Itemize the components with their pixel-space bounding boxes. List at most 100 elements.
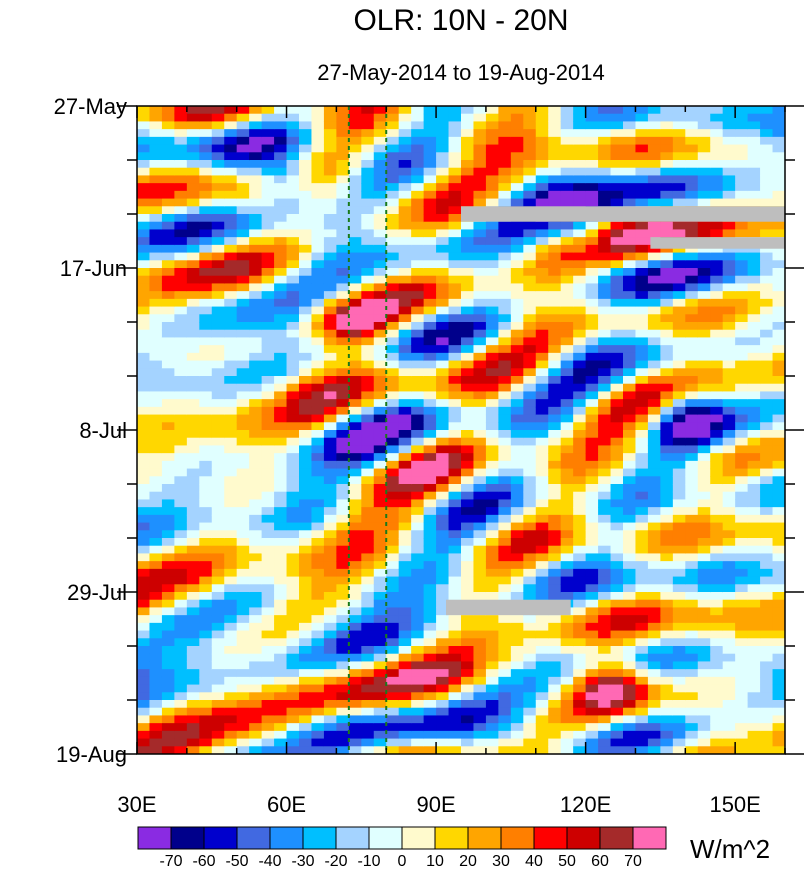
heatmap-cell bbox=[610, 291, 624, 300]
heatmap-cell bbox=[560, 244, 574, 254]
heatmap-cell bbox=[598, 553, 612, 562]
heatmap-cell bbox=[436, 468, 450, 477]
heatmap-cell bbox=[448, 306, 462, 315]
heatmap-cell bbox=[610, 414, 624, 423]
heatmap-cell bbox=[523, 661, 537, 670]
heatmap-cell bbox=[697, 275, 711, 285]
heatmap-cell bbox=[411, 345, 425, 354]
heatmap-cell bbox=[174, 460, 188, 470]
heatmap-cell bbox=[461, 368, 475, 377]
heatmap-cell bbox=[299, 484, 313, 493]
heatmap-cell bbox=[735, 723, 749, 732]
heatmap-cell bbox=[161, 568, 175, 578]
heatmap-cell bbox=[523, 144, 537, 153]
heatmap-cell bbox=[672, 175, 686, 184]
heatmap-cell bbox=[722, 707, 736, 717]
heatmap-cell bbox=[211, 352, 225, 362]
heatmap-cell bbox=[249, 136, 263, 146]
heatmap-cell bbox=[386, 136, 400, 146]
heatmap-cell bbox=[448, 568, 462, 578]
heatmap-cell bbox=[523, 576, 537, 585]
heatmap-cell bbox=[685, 360, 699, 369]
heatmap-cell bbox=[610, 283, 624, 292]
heatmap-cell bbox=[348, 314, 362, 323]
heatmap-cell bbox=[436, 291, 450, 300]
heatmap-cell bbox=[299, 676, 313, 686]
heatmap-cell bbox=[411, 484, 425, 493]
heatmap-cell bbox=[137, 592, 151, 601]
heatmap-cell bbox=[473, 700, 487, 709]
heatmap-cell bbox=[535, 229, 549, 238]
heatmap-cell bbox=[623, 553, 637, 562]
heatmap-cell bbox=[199, 422, 213, 431]
heatmap-cell bbox=[386, 252, 400, 261]
heatmap-cell bbox=[623, 661, 637, 670]
heatmap-cell bbox=[161, 700, 175, 709]
heatmap-cell bbox=[423, 445, 437, 454]
heatmap-cell bbox=[361, 561, 375, 570]
heatmap-cell bbox=[361, 630, 375, 639]
heatmap-cell bbox=[598, 298, 612, 308]
heatmap-cell bbox=[610, 615, 624, 624]
heatmap-cell bbox=[510, 360, 524, 369]
heatmap-cell bbox=[710, 291, 724, 300]
heatmap-cell bbox=[647, 460, 661, 470]
heatmap-cell bbox=[672, 360, 686, 369]
heatmap-cell bbox=[373, 646, 387, 655]
heatmap-cell bbox=[373, 468, 387, 477]
heatmap-cell bbox=[585, 476, 599, 485]
heatmap-cell bbox=[697, 175, 711, 184]
heatmap-cell bbox=[149, 237, 163, 246]
heatmap-cell bbox=[660, 229, 674, 238]
heatmap-cell bbox=[772, 106, 785, 115]
heatmap-cell bbox=[411, 553, 425, 562]
heatmap-cell bbox=[535, 476, 549, 485]
heatmap-cell bbox=[523, 730, 537, 740]
heatmap-cell bbox=[398, 507, 412, 516]
heatmap-cell bbox=[398, 337, 412, 346]
heatmap-cell bbox=[485, 430, 499, 439]
heatmap-cell bbox=[161, 268, 175, 277]
heatmap-cell bbox=[161, 491, 175, 501]
heatmap-cell bbox=[647, 484, 661, 493]
heatmap-cell bbox=[735, 538, 749, 547]
heatmap-cell bbox=[623, 306, 637, 315]
heatmap-cell bbox=[137, 229, 151, 238]
heatmap-cell bbox=[323, 568, 337, 578]
heatmap-cell bbox=[423, 491, 437, 501]
heatmap-cell bbox=[498, 460, 512, 470]
heatmap-cell bbox=[747, 615, 761, 624]
heatmap-cell bbox=[249, 584, 263, 593]
heatmap-cell bbox=[548, 646, 562, 655]
heatmap-cell bbox=[348, 468, 362, 477]
heatmap-cell bbox=[498, 322, 512, 331]
heatmap-cell bbox=[485, 383, 499, 393]
heatmap-cell bbox=[311, 198, 325, 207]
heatmap-cell bbox=[535, 484, 549, 493]
heatmap-cell bbox=[299, 568, 313, 578]
heatmap-cell bbox=[373, 314, 387, 323]
heatmap-cell bbox=[710, 368, 724, 377]
heatmap-cell bbox=[373, 545, 387, 555]
heatmap-cell bbox=[535, 414, 549, 423]
heatmap-cell bbox=[286, 514, 300, 524]
heatmap-cell bbox=[386, 545, 400, 555]
heatmap-cell bbox=[735, 260, 749, 269]
heatmap-cell bbox=[149, 244, 163, 254]
heatmap-cell bbox=[598, 322, 612, 331]
heatmap-cell bbox=[348, 106, 362, 115]
heatmap-cell bbox=[610, 322, 624, 331]
colorbar: -70 -60 -50 -40 -30 -20 -10 0 10 20 30 40 50 60 70 bbox=[137, 826, 667, 869]
colorbar-swatch bbox=[203, 826, 238, 850]
heatmap-cell bbox=[348, 646, 362, 655]
heatmap-cell bbox=[261, 322, 275, 331]
heatmap-cell bbox=[448, 252, 462, 261]
heatmap-cell bbox=[149, 584, 163, 593]
heatmap-cell bbox=[361, 676, 375, 686]
heatmap-cell bbox=[411, 113, 425, 123]
heatmap-cell bbox=[722, 352, 736, 362]
heatmap-cell bbox=[137, 121, 151, 130]
heatmap-cell bbox=[211, 676, 225, 686]
heatmap-cell bbox=[299, 167, 313, 177]
heatmap-cell bbox=[448, 406, 462, 416]
